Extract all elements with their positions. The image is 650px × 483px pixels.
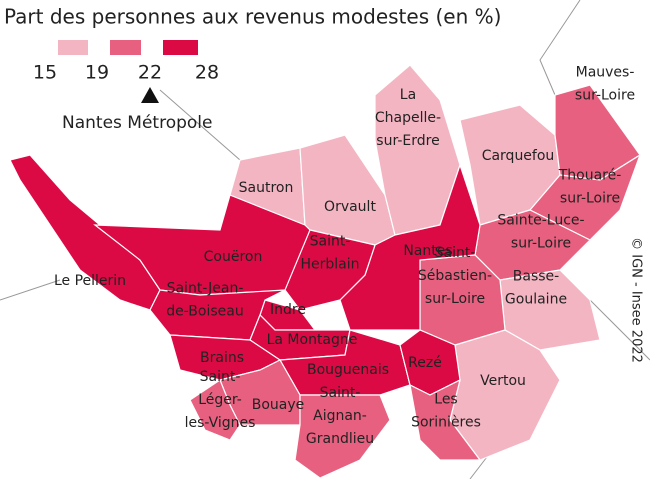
commune-label: Sorinières xyxy=(411,415,481,431)
road xyxy=(589,299,650,361)
commune-label: Couëron xyxy=(204,249,263,265)
legend-break: 22 xyxy=(138,62,162,84)
credit: © IGN - Insee 2022 xyxy=(629,237,644,363)
commune-label: sur-Loire xyxy=(511,236,571,252)
commune-label: Thouaré- xyxy=(558,168,622,184)
commune-label: Saint- xyxy=(320,385,361,401)
commune-label: Brains xyxy=(200,350,244,366)
commune-label: La Montagne xyxy=(267,332,358,348)
road xyxy=(539,0,581,96)
commune-label: Bouguenais xyxy=(307,362,389,378)
commune-label: Mauves- xyxy=(576,65,635,81)
commune-label: Carquefou xyxy=(482,148,555,164)
legend-swatch xyxy=(163,40,198,55)
reference-label: Nantes Métropole xyxy=(62,113,212,133)
legend-break: 15 xyxy=(33,62,57,84)
commune-label: Herblain xyxy=(300,257,359,273)
commune-label: Vertou xyxy=(480,373,526,389)
commune-label: Léger- xyxy=(198,392,242,408)
commune-label: Les xyxy=(434,392,457,408)
commune-labels: Le Pellerin Couëron Sautron Orvault La Chapel… xyxy=(54,65,635,448)
commune-label: Saint- xyxy=(310,234,351,250)
legend-swatch xyxy=(58,40,88,55)
title: Part des personnes aux revenus modestes … xyxy=(4,5,501,29)
commune-label: Nantes xyxy=(403,243,452,259)
commune-area xyxy=(294,394,391,479)
commune-label: sur-Erdre xyxy=(376,133,439,149)
commune-label: Sautron xyxy=(239,180,294,196)
legend-swatch xyxy=(110,40,141,55)
commune-label: Aignan- xyxy=(313,408,367,424)
commune-label: Saint-Jean- xyxy=(167,281,244,297)
legend-break: 19 xyxy=(85,62,109,84)
commune-area xyxy=(409,378,482,461)
commune-label: de-Boiseau xyxy=(166,304,243,320)
commune-label: sur-Loire xyxy=(425,291,485,307)
commune-area xyxy=(189,379,241,441)
commune-label: Goulaine xyxy=(505,292,567,308)
commune-label: Grandlieu xyxy=(306,431,374,447)
commune-label: Orvault xyxy=(324,199,376,215)
commune-label: Sainte-Luce- xyxy=(497,213,584,229)
road xyxy=(0,279,61,301)
commune-label: Saint- xyxy=(435,245,476,261)
road xyxy=(159,89,241,161)
commune-label: Basse- xyxy=(513,269,559,285)
commune-label: Sébastien- xyxy=(418,268,492,284)
commune-label: Chapelle- xyxy=(375,110,441,126)
reference-marker xyxy=(141,87,159,103)
commune-label: La xyxy=(400,87,416,103)
communes xyxy=(9,64,642,479)
commune-label: Indre xyxy=(270,302,306,318)
commune-label: Le Pellerin xyxy=(54,273,126,289)
commune-label: sur-Loire xyxy=(560,191,620,207)
commune-label: sur-Loire xyxy=(575,88,635,104)
legend-break: 28 xyxy=(195,62,219,84)
commune-label: Rezé xyxy=(408,355,442,371)
commune-label: les-Vignes xyxy=(185,415,256,431)
commune-label: Saint- xyxy=(200,369,241,385)
commune-label: Bouaye xyxy=(252,397,305,413)
